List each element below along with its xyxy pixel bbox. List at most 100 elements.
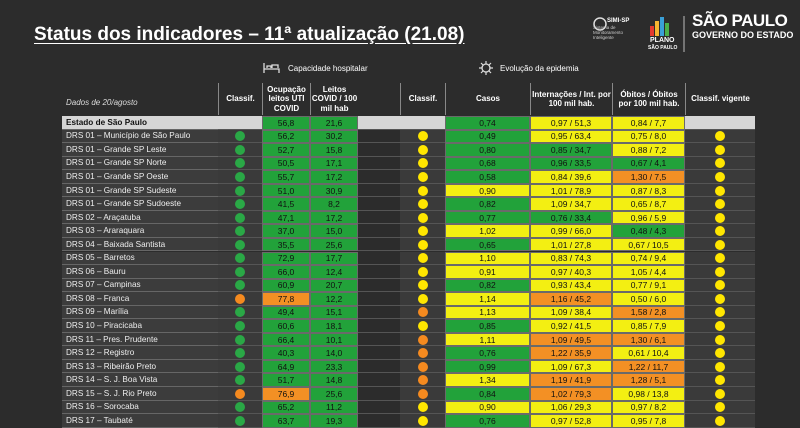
value-cell: 0,75 / 8,0 [612, 129, 685, 144]
value-cell: 0,76 / 33,4 [530, 210, 612, 225]
value-cell: 0,48 / 4,3 [612, 224, 685, 238]
logo-text: Sistema de Monitoramento Inteligente [593, 25, 624, 40]
row-label: DRS 01 – Grande SP Leste [62, 143, 218, 157]
status-dot [715, 239, 725, 250]
logo-icon [660, 17, 664, 36]
gap [358, 143, 400, 157]
logo-icon [593, 17, 607, 31]
gap [358, 278, 400, 293]
status-dot [235, 293, 245, 304]
cell-bg [400, 116, 445, 130]
gap [358, 387, 400, 401]
value-cell: 1,58 / 2,8 [612, 305, 685, 320]
status-dot [235, 185, 245, 196]
value-cell: 40,3 [262, 346, 310, 360]
gap [358, 170, 400, 184]
status-dot [417, 199, 428, 210]
bed-icon [263, 63, 280, 73]
value-cell: 0,87 / 8,3 [612, 183, 685, 198]
logo-icon [655, 21, 659, 36]
value-cell: 0,83 / 74,3 [530, 251, 612, 266]
value-cell: 65,2 [262, 400, 310, 415]
value-cell: 18,1 [310, 319, 358, 333]
row-label: DRS 05 – Barretos [62, 251, 218, 266]
status-dot [235, 239, 245, 250]
status-dot [235, 334, 245, 345]
row-label: DRS 01 – Grande SP Oeste [62, 170, 218, 184]
status-dot [417, 253, 428, 264]
gap [358, 332, 400, 347]
value-cell: 51,0 [262, 183, 310, 198]
value-cell: 0,82 [445, 197, 530, 211]
gap [358, 305, 400, 320]
value-cell: 0,77 [445, 210, 530, 225]
value-cell: 1,09 / 34,7 [530, 197, 612, 211]
value-cell: 0,90 [445, 183, 530, 198]
row-label: Estado de São Paulo [62, 116, 218, 130]
logo-text: SIMI-SP [607, 18, 630, 24]
status-dot [417, 402, 428, 413]
gap [358, 237, 400, 252]
status-dot [715, 253, 725, 264]
value-cell: 35,5 [262, 237, 310, 252]
cell-bg [685, 116, 755, 130]
value-cell: 49,4 [262, 305, 310, 320]
value-cell: 1,02 / 79,3 [530, 387, 612, 401]
value-cell: 0,67 / 10,5 [612, 237, 685, 252]
status-dot [417, 144, 428, 155]
value-cell: 1,09 / 38,4 [530, 305, 612, 320]
value-cell: 0,91 [445, 265, 530, 279]
value-cell: 0,97 / 51,3 [530, 116, 612, 130]
value-cell: 60,9 [262, 278, 310, 293]
status-dot [715, 212, 725, 223]
status-dot [417, 334, 428, 345]
status-dot [417, 388, 428, 399]
value-cell: 50,5 [262, 156, 310, 171]
status-dot [235, 212, 245, 223]
value-cell: 23,3 [310, 359, 358, 374]
gap [358, 265, 400, 279]
value-cell: 0,85 / 34,7 [530, 143, 612, 157]
value-cell: 0,98 / 13,8 [612, 387, 685, 401]
status-dot [235, 402, 245, 413]
value-cell: 0,99 [445, 359, 530, 374]
value-cell: 30,2 [310, 129, 358, 144]
value-cell: 47,1 [262, 210, 310, 225]
value-cell: 12,2 [310, 292, 358, 306]
value-cell: 56,2 [262, 129, 310, 144]
value-cell: 0,82 [445, 278, 530, 293]
value-cell: 1,19 / 41,9 [530, 373, 612, 387]
group-title: Capacidade hospitalar [288, 64, 368, 73]
value-cell: 1,13 [445, 305, 530, 320]
row-label: DRS 01 – Grande SP Sudeste [62, 183, 218, 198]
value-cell: 0,84 / 39,6 [530, 170, 612, 184]
value-cell: 1,06 / 29,3 [530, 400, 612, 415]
value-cell: 0,67 / 4,1 [612, 156, 685, 171]
value-cell: 0,85 / 7,9 [612, 319, 685, 333]
cell-bg [218, 116, 262, 130]
status-dot [235, 375, 245, 386]
value-cell: 20,7 [310, 278, 358, 293]
virus-icon [479, 61, 493, 75]
value-cell: 25,6 [310, 387, 358, 401]
status-dot [715, 307, 725, 318]
logo-text: PLANO [650, 37, 675, 44]
status-dot [715, 171, 725, 182]
row-label: DRS 07 – Campinas [62, 278, 218, 293]
value-cell: 17,2 [310, 170, 358, 184]
status-dot [417, 307, 428, 318]
column-header: Internações / Int. por 100 mil hab. [530, 83, 612, 115]
status-dot [715, 348, 725, 359]
status-dot [235, 131, 245, 142]
row-label: DRS 01 – Grande SP Norte [62, 156, 218, 171]
status-dot [715, 131, 725, 142]
value-cell: 0,65 [445, 237, 530, 252]
status-dot [235, 144, 245, 155]
status-dot [235, 348, 245, 359]
row-label: DRS 08 – Franca [62, 292, 218, 306]
column-header: Classif. vigente [685, 83, 755, 115]
value-cell: 55,7 [262, 170, 310, 184]
value-cell: 8,2 [310, 197, 358, 211]
gap [358, 346, 400, 360]
logo-text: SÃO PAULO [692, 11, 788, 30]
